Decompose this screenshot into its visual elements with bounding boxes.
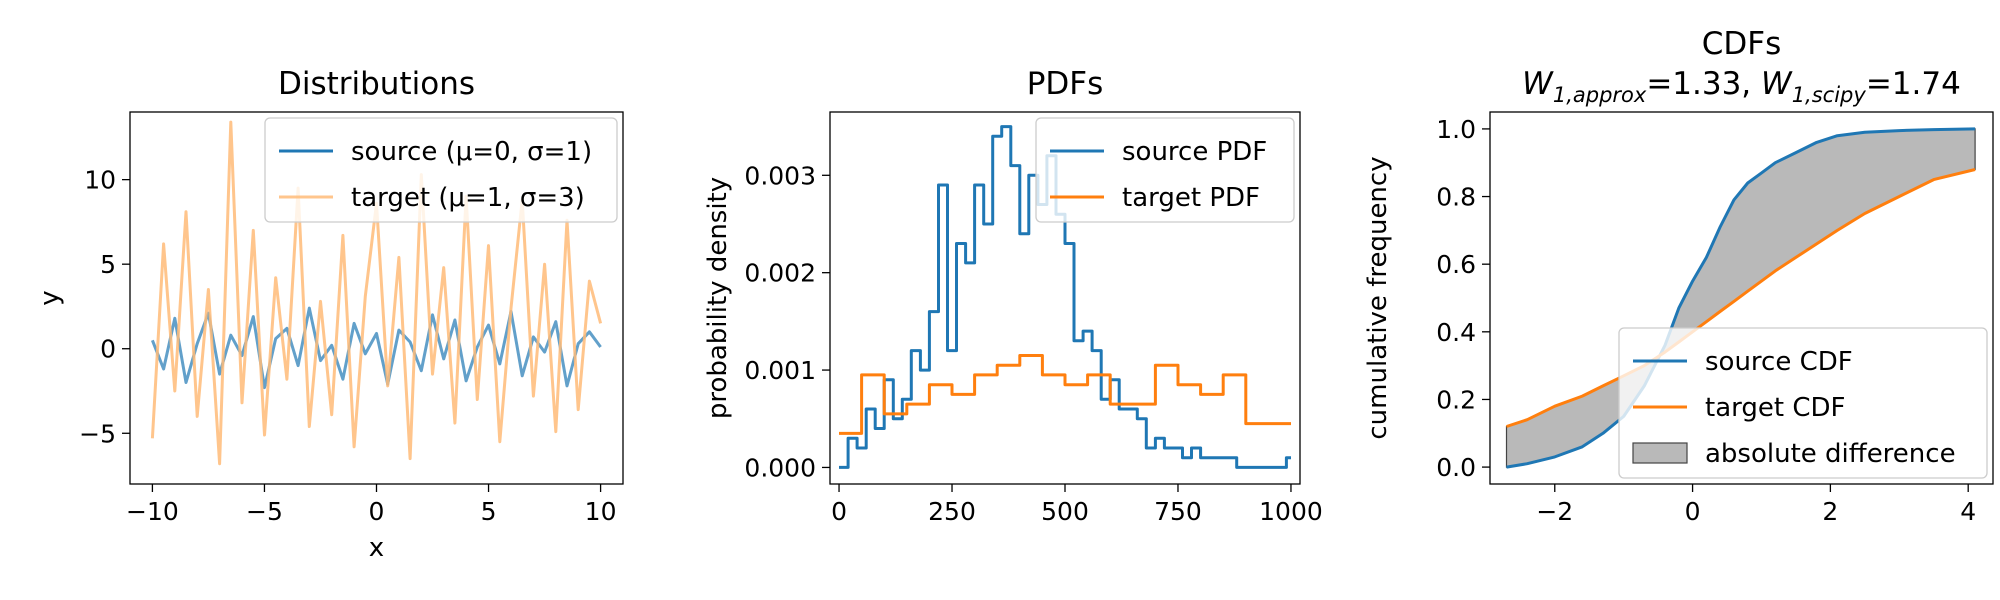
x-tick-label: 0 (1685, 497, 1701, 526)
chart-title: CDFs (1702, 26, 1782, 62)
legend-label: source CDF (1705, 347, 1853, 377)
subtitle-part: W (1522, 66, 1554, 102)
y-tick-label: 0.0 (1436, 453, 1476, 482)
legend-label: source (μ=0, σ=1) (351, 137, 592, 167)
legend: source PDF target PDF (1035, 117, 1295, 223)
x-axis-label: x (369, 533, 384, 563)
y-tick-label: 1.0 (1436, 115, 1476, 144)
subtitle-part: =1.33, (1646, 66, 1761, 102)
series-line-2 (1506, 168, 1976, 428)
y-tick-label: 0.000 (744, 453, 816, 482)
x-tick-label: 250 (928, 497, 976, 526)
legend-label: target CDF (1705, 393, 1845, 423)
legend-label: source PDF (1122, 137, 1267, 167)
panel-1: −10 −5 0 5 10 −5 0 5 10 x y Distributions source (μ=… (35, 66, 624, 563)
legend-box (1618, 327, 1988, 479)
y-tick-label: 0 (100, 335, 116, 364)
y-axis-label: probability density (703, 177, 733, 419)
legend: source (μ=0, σ=1) target (μ=1, σ=3) (264, 117, 618, 223)
subtitle-part: =1.74 (1866, 66, 1961, 102)
x-tick-label: 1000 (1259, 497, 1323, 526)
series-line-2 (839, 354, 1291, 435)
subtitle-part: W (1761, 66, 1793, 102)
legend-label: target PDF (1122, 183, 1260, 213)
y-tick-label: 0.6 (1436, 250, 1476, 279)
y-tick-label: 0.2 (1436, 385, 1476, 414)
y-axis-label: cumulative frequency (1363, 156, 1393, 439)
x-tick-label: 5 (481, 497, 497, 526)
panel-3: −2 0 2 4 0.0 0.2 0.4 0.6 0.8 1.0 cumulative freque… (1363, 26, 1994, 526)
x-tick-label: −2 (1536, 497, 1573, 526)
x-tick-label: −5 (246, 497, 283, 526)
legend: source CDF target CDF absolute difference (1618, 327, 1988, 479)
x-tick-label: 0 (369, 497, 385, 526)
chart-subtitle: W1,approx=1.33, W1,scipy=1.74 (1522, 66, 1961, 107)
x-tick-label: 500 (1041, 497, 1089, 526)
series-line-1 (151, 306, 602, 390)
x-tick-label: 4 (1960, 497, 1976, 526)
legend-label: absolute difference (1705, 439, 1956, 469)
axes-frame (1489, 111, 1994, 485)
series-line-1 (1506, 127, 1976, 469)
y-tick-label: 0.001 (744, 356, 816, 385)
y-tick-label: 5 (100, 250, 116, 279)
y-tick-label: −5 (79, 419, 116, 448)
x-tick-label: 10 (585, 497, 617, 526)
subtitle-part: 1,approx (1553, 83, 1647, 107)
y-tick-label: 0.002 (744, 259, 816, 288)
legend-swatch (1632, 442, 1688, 464)
x-tick-label: 750 (1154, 497, 1202, 526)
subtitle-part: 1,scipy (1792, 83, 1867, 107)
panel-2: 0 250 500 750 1000 0.000 0.001 0.002 0.003 probab… (703, 66, 1323, 526)
y-axis-label: y (35, 290, 65, 305)
x-tick-label: 2 (1822, 497, 1838, 526)
x-tick-label: −10 (126, 497, 179, 526)
x-tick-label: 0 (831, 497, 847, 526)
chart-title: Distributions (278, 66, 475, 102)
y-tick-label: 0.003 (744, 161, 816, 190)
legend-box (264, 117, 618, 223)
y-tick-label: 0.4 (1436, 318, 1476, 347)
legend-label: target (μ=1, σ=3) (351, 183, 585, 213)
chart-title: PDFs (1027, 66, 1104, 102)
y-tick-label: 0.8 (1436, 183, 1476, 212)
y-tick-label: 10 (84, 166, 116, 195)
